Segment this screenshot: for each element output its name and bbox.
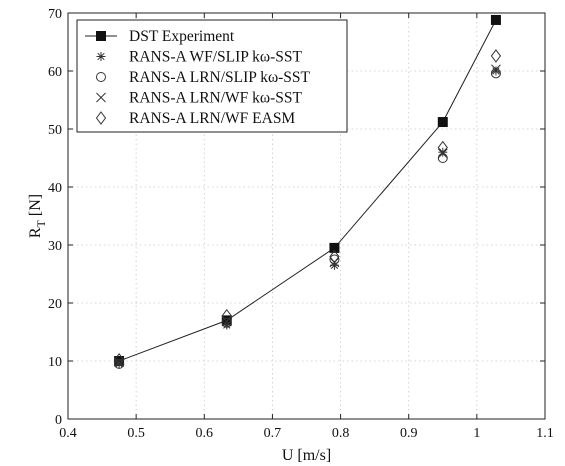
legend-marker xyxy=(95,111,107,125)
cross-marker-stroke xyxy=(491,64,501,75)
y-tick-label: 50 xyxy=(48,123,62,138)
legend-box xyxy=(76,19,348,133)
legend-marker xyxy=(96,72,106,82)
diamond-marker-shape xyxy=(490,49,502,63)
legend-label: DST Experiment xyxy=(129,28,235,45)
diamond-marker-shape xyxy=(437,140,448,155)
circle-marker-shape xyxy=(96,72,106,82)
cross-marker-stroke xyxy=(96,92,106,103)
legend-entry: RANS-A LRN/SLIP kω-SST xyxy=(96,69,311,86)
data-point xyxy=(437,140,448,155)
legend-marker xyxy=(96,31,106,41)
data-point xyxy=(114,357,124,368)
data-point xyxy=(491,66,501,76)
legend-entry: RANS-A LRN/WF EASM xyxy=(95,110,295,127)
y-axis-label: RT [N] xyxy=(27,194,48,238)
square-marker-shape xyxy=(437,117,448,128)
circle-marker-shape xyxy=(329,254,340,265)
y-tick-label: 70 xyxy=(48,7,62,22)
y-tick-label: 30 xyxy=(48,239,62,254)
square-marker-shape xyxy=(329,242,340,253)
legend-label: RANS-A LRN/WF EASM xyxy=(129,110,295,127)
square-marker-shape xyxy=(96,31,106,41)
data-point xyxy=(221,308,232,323)
data-point xyxy=(114,359,124,369)
square-marker-shape xyxy=(490,14,501,25)
y-tick-label: 10 xyxy=(48,355,62,370)
x-tick-label: 1.1 xyxy=(536,426,554,441)
y-axis-label-unit: [N] xyxy=(27,194,44,220)
y-tick-label: 60 xyxy=(48,65,62,80)
legend-label: RANS-A LRN/WF kω-SST xyxy=(129,90,303,107)
data-point xyxy=(329,242,340,253)
cross-marker-stroke xyxy=(114,357,124,368)
asterisk-marker-stroke xyxy=(97,52,105,61)
data-point xyxy=(221,317,232,328)
data-point xyxy=(437,117,448,128)
series-5 xyxy=(113,49,502,367)
y-axis-label-subscript: T xyxy=(34,219,48,227)
legend-entry: RANS-A WF/SLIP kω-SST xyxy=(96,49,303,66)
circle-marker-shape xyxy=(221,317,232,328)
y-tick-label: 0 xyxy=(55,413,62,428)
x-tick-label: 0.5 xyxy=(127,426,145,441)
y-tick-label: 40 xyxy=(48,181,62,196)
circle-marker-shape xyxy=(114,358,125,369)
asterisk-marker-stroke xyxy=(115,360,123,368)
x-tick-label: 0.8 xyxy=(332,426,350,441)
diamond-marker-shape xyxy=(329,249,340,264)
legend-marker xyxy=(96,52,106,61)
diamond-marker-shape xyxy=(95,111,107,125)
ticks: 0.4 0.5 0.6 0.7 0.8 0.9 1 1.1 0 10 20 30 40 50 60 70 xyxy=(48,7,554,441)
y-tick-label: 20 xyxy=(48,297,62,312)
x-tick-label: 0.4 xyxy=(59,426,77,441)
data-point xyxy=(490,49,502,63)
data-point xyxy=(491,64,501,75)
plot-area xyxy=(113,14,502,369)
diamond-marker-shape xyxy=(221,308,232,323)
data-point xyxy=(114,358,125,369)
legend-label: RANS-A LRN/SLIP kω-SST xyxy=(129,69,311,86)
plot-frame xyxy=(67,12,546,420)
data-point xyxy=(329,249,340,264)
legend: DST Experiment RANS-A WF/SLIP kω-SST RANS-… xyxy=(76,19,348,133)
data-point xyxy=(329,254,340,265)
x-tick-label: 1 xyxy=(473,426,480,441)
legend-entry: RANS-A LRN/WF kω-SST xyxy=(96,90,303,107)
x-tick-label: 0.7 xyxy=(264,426,282,441)
legend-marker xyxy=(96,92,106,103)
data-point xyxy=(490,14,501,25)
x-axis-label: U [m/s] xyxy=(282,447,331,464)
diamond-marker-shape xyxy=(113,353,125,367)
y-axis-label-main: R xyxy=(27,227,44,238)
x-tick-label: 0.6 xyxy=(196,426,214,441)
legend-label: RANS-A WF/SLIP kω-SST xyxy=(129,49,303,66)
x-tick-label: 0.9 xyxy=(400,426,418,441)
data-point xyxy=(113,353,125,367)
asterisk-marker-stroke xyxy=(492,67,500,75)
legend-entry: DST Experiment xyxy=(85,28,235,45)
asterisk-marker-stroke xyxy=(223,321,231,329)
